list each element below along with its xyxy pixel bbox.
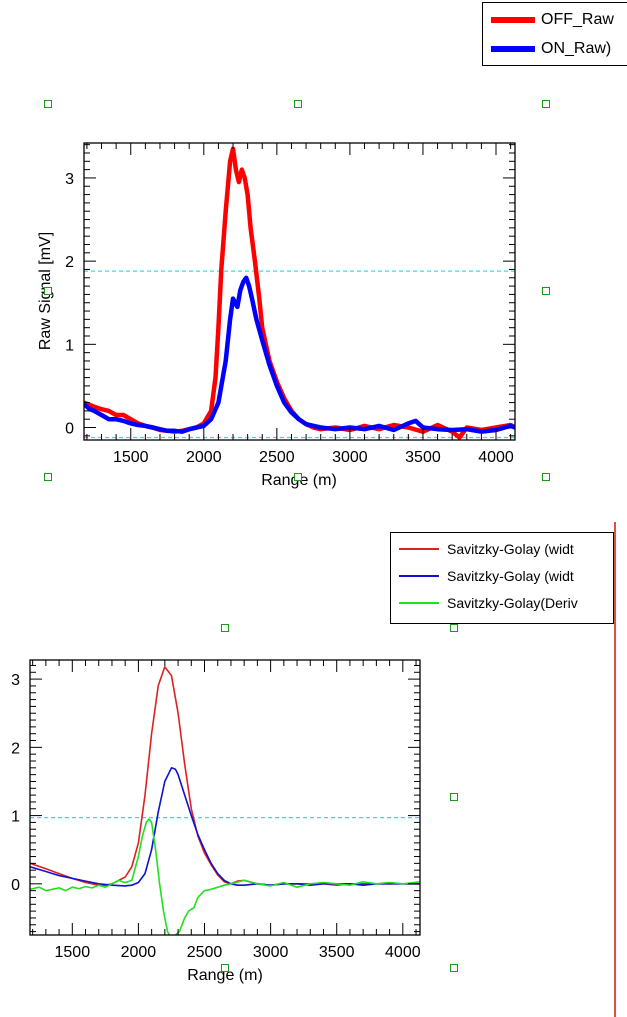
y-tick-label: 2 [65, 254, 74, 271]
savitzky-golay-chart: 1500 2000 2500 3000 3500 4000 0 1 2 3 Range (m) [11, 659, 421, 984]
tick-labels: 1500 2000 2500 3000 3500 4000 0 1 2 3 [11, 672, 421, 961]
plot-frame [83, 142, 516, 441]
x-tick-label: 2000 [121, 944, 157, 961]
red-divider-line [614, 522, 616, 1017]
series-line-2 [84, 275, 515, 434]
legend-label: OFF_Raw [541, 11, 614, 28]
x-tick-label: 3000 [253, 944, 289, 961]
plot-frame [29, 659, 421, 936]
legend-swatch-red [491, 16, 535, 23]
y-tick-label: 3 [11, 672, 20, 689]
x-tick-label: 1500 [113, 449, 149, 466]
series-lines [30, 665, 420, 935]
y-tick-label: 1 [65, 337, 74, 354]
series-line-3 [30, 818, 420, 935]
series-line-2 [30, 766, 420, 887]
legend-item-on-raw: ON_Raw) [483, 36, 627, 61]
y-tick-label: 3 [65, 171, 74, 188]
legend-savitzky-golay: Savitzky-Golay (widt Savitzky-Golay (wid… [390, 532, 614, 624]
legend-label: ON_Raw) [541, 40, 612, 57]
x-tick-label: 1500 [55, 944, 91, 961]
series-lines [84, 146, 515, 440]
legend-item-sg-blue: Savitzky-Golay (widt [391, 565, 613, 587]
series-line-1 [84, 146, 515, 440]
legend-label: Savitzky-Golay (widt [447, 568, 574, 584]
legend-item-off-raw: OFF_Raw [483, 7, 627, 32]
y-tick-label: 1 [11, 809, 20, 826]
selection-handle [294, 100, 302, 108]
threshold-lines [84, 270, 515, 439]
selection-handle [542, 100, 550, 108]
x-tick-label: 3500 [319, 944, 355, 961]
selection-handle [294, 473, 302, 481]
tick-marks [84, 143, 515, 440]
selection-handle [221, 964, 229, 972]
x-axis-label: Range (m) [187, 967, 263, 984]
y-tick-label: 2 [11, 740, 20, 757]
selection-handle [450, 964, 458, 972]
legend-swatch-blue [491, 45, 535, 52]
legend-item-sg-red: Savitzky-Golay (widt [391, 538, 613, 560]
legend-raw: OFF_Raw ON_Raw) [482, 2, 627, 66]
legend-swatch-blue [399, 575, 439, 577]
x-tick-label: 2000 [186, 449, 222, 466]
x-tick-label: 4000 [385, 944, 421, 961]
series-line-1 [30, 665, 420, 887]
x-tick-label: 3500 [405, 449, 441, 466]
legend-swatch-green [399, 602, 439, 604]
selection-handle [450, 624, 458, 632]
selection-handle [542, 473, 550, 481]
x-tick-label: 2500 [187, 944, 223, 961]
x-tick-label: 4000 [478, 449, 514, 466]
selection-handle [221, 624, 229, 632]
selection-handle [542, 287, 550, 295]
legend-label: Savitzky-Golay (widt [447, 541, 574, 557]
x-tick-label: 2500 [259, 449, 295, 466]
selection-handle [44, 473, 52, 481]
y-tick-label: 0 [65, 421, 74, 438]
tick-marks [30, 660, 420, 935]
tick-labels: 1500 2000 2500 3000 3500 4000 0 1 2 3 [65, 171, 514, 466]
legend-swatch-red [399, 548, 439, 550]
selection-handle [450, 793, 458, 801]
legend-item-sg-green: Savitzky-Golay(Deriv [391, 592, 613, 614]
y-tick-label: 0 [11, 877, 20, 894]
x-tick-label: 3000 [332, 449, 368, 466]
selection-handle [44, 100, 52, 108]
selection-handle [44, 287, 52, 295]
selection-handles[interactable] [44, 100, 550, 972]
legend-label: Savitzky-Golay(Deriv [447, 595, 578, 611]
